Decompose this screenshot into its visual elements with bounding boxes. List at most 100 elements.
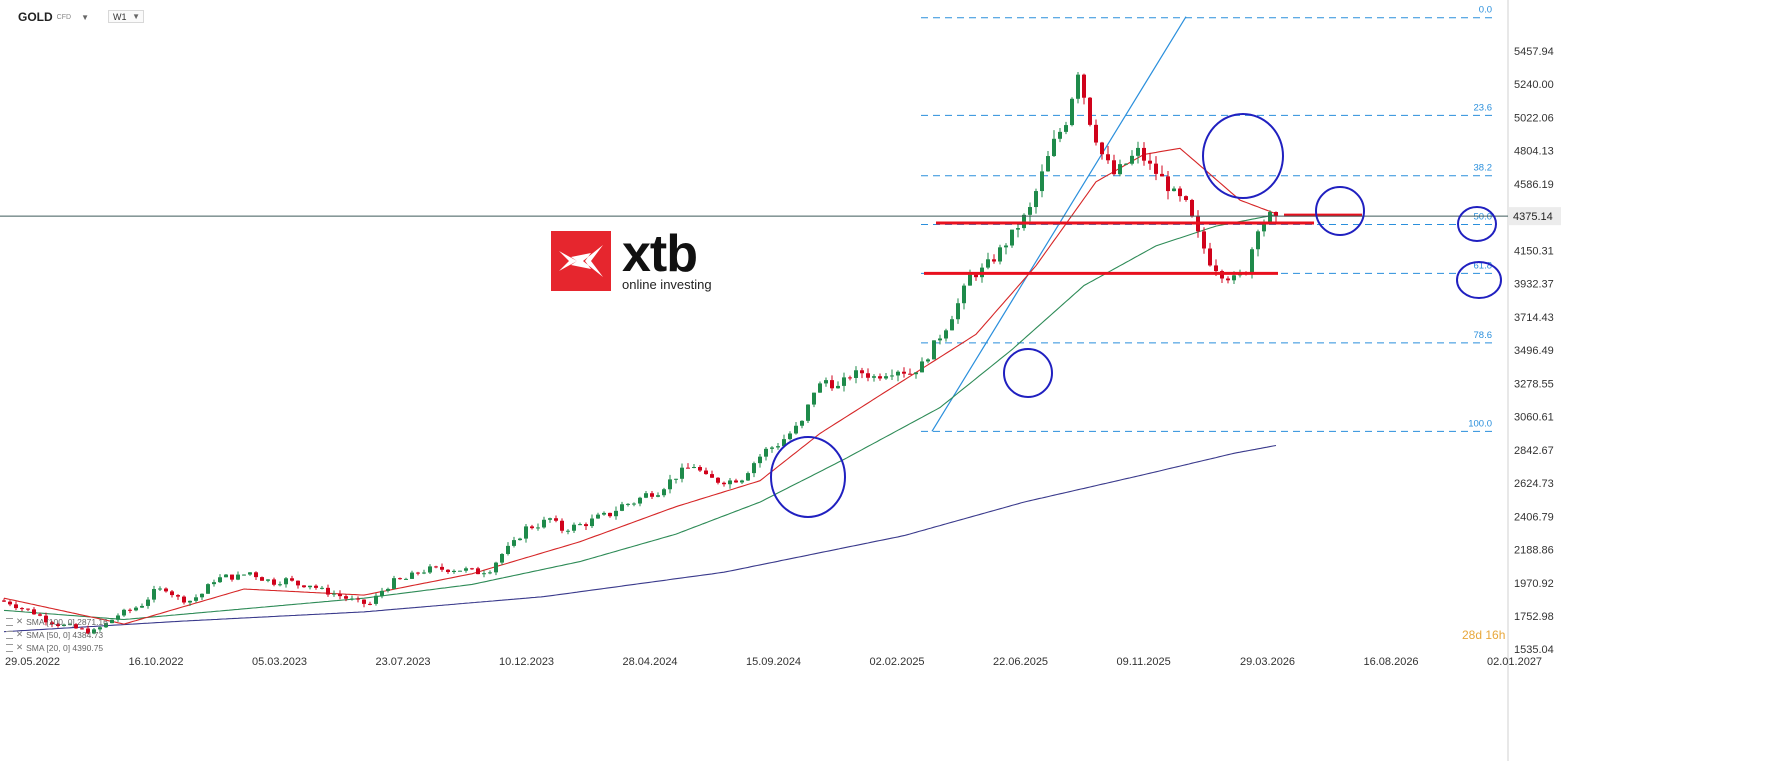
y-tick-label: 5457.94 (1514, 46, 1554, 58)
candle-body (476, 568, 480, 575)
sma-100-line[interactable] (3, 444, 1277, 633)
circle-fib-50[interactable] (1457, 206, 1497, 242)
candle-body (494, 562, 498, 573)
list-icon[interactable] (6, 643, 13, 652)
candle-body (320, 587, 324, 589)
candle-body (158, 588, 162, 590)
candle-body (680, 467, 684, 479)
candle-body (746, 473, 750, 481)
symbol-type: CFD (56, 13, 72, 21)
candle-body (1052, 138, 1056, 157)
xtb-logo: xtb online investing (551, 228, 712, 292)
circle-consolidation-2025[interactable] (1003, 348, 1053, 398)
candle-body (32, 609, 36, 615)
candle-body (794, 425, 798, 434)
current-price-tag (1509, 207, 1561, 226)
candle-body (992, 259, 996, 262)
list-icon[interactable] (6, 630, 13, 639)
circle-consolidation-2024[interactable] (770, 436, 846, 518)
candle-body (470, 568, 474, 570)
sma-50-line[interactable] (3, 214, 1277, 621)
timeframe-select[interactable]: W1 ▼ (108, 10, 144, 23)
candle-body (380, 590, 384, 596)
candle-body (506, 545, 510, 554)
candle-body (890, 375, 894, 377)
candle-body (1082, 74, 1086, 98)
candle-body (548, 518, 552, 520)
candle-body (170, 591, 174, 596)
y-tick-label: 2406.79 (1514, 511, 1554, 523)
candle-body (692, 467, 696, 469)
candle-body (350, 598, 354, 600)
current-price-label: 4375.14 (1513, 211, 1553, 223)
circle-current[interactable] (1315, 186, 1365, 236)
legend-sma-100[interactable]: ✕ SMA [100, 0] 2871.16 (6, 616, 108, 627)
candle-body (50, 622, 54, 625)
candle-body (1022, 214, 1026, 229)
close-icon[interactable]: ✕ (16, 629, 24, 639)
candle-body (1160, 173, 1164, 177)
candle-body (950, 319, 954, 331)
legend-label: SMA [50, 0] 4384.73 (26, 629, 104, 640)
candle-body (1166, 176, 1170, 192)
candle-body (134, 607, 138, 611)
candle-body (842, 377, 846, 386)
x-tick-label: 16.08.2026 (1364, 656, 1419, 668)
candle-body (824, 380, 828, 384)
candle-body (716, 477, 720, 483)
candle-body (440, 566, 444, 570)
candle-body (512, 540, 516, 546)
candle-body (674, 478, 678, 480)
candle-body (698, 467, 702, 471)
legend-sma-50[interactable]: ✕ SMA [50, 0] 4384.73 (6, 629, 103, 640)
candle-body (896, 371, 900, 376)
chevron-down-icon[interactable]: ▼ (132, 12, 140, 21)
candle-body (938, 338, 942, 341)
candle-body (770, 447, 774, 449)
y-tick-label: 1752.98 (1514, 611, 1554, 623)
candle-body (92, 629, 96, 634)
candle-body (332, 593, 336, 595)
fib-level-label: 23.6 (1474, 102, 1493, 113)
candle-body (452, 570, 456, 573)
y-tick-label: 1535.04 (1514, 644, 1554, 656)
candle-body (26, 608, 30, 610)
candle-body (458, 570, 462, 572)
candle-body (734, 480, 738, 483)
close-icon[interactable]: ✕ (16, 642, 24, 652)
chevron-down-icon[interactable]: ▼ (81, 12, 89, 22)
sma-20-line[interactable] (3, 147, 1277, 625)
candle-body (242, 574, 246, 576)
list-icon[interactable] (6, 617, 13, 626)
candle-body (1106, 154, 1110, 161)
candle-body (1202, 231, 1206, 249)
y-tick-label: 5240.00 (1514, 79, 1554, 91)
candle-body (740, 480, 744, 483)
candle-body (578, 524, 582, 526)
candle-body (500, 553, 504, 563)
legend-sma-20[interactable]: ✕ SMA [20, 0] 4390.75 (6, 642, 103, 653)
candle-body (254, 572, 258, 578)
candle-body (278, 584, 282, 586)
candle-body (1130, 155, 1134, 164)
circle-top-2026[interactable] (1202, 113, 1284, 199)
candle-body (554, 518, 558, 521)
candle-body (404, 578, 408, 580)
candle-body (362, 599, 366, 604)
candle-body (590, 518, 594, 527)
x-tick-label: 28.04.2024 (623, 656, 678, 668)
candle-body (722, 482, 726, 485)
candle-body (56, 624, 60, 626)
circle-fib-61-8[interactable] (1456, 261, 1502, 299)
candle-body (44, 615, 48, 623)
symbol-selector[interactable]: GOLD CFD ▼ (18, 8, 89, 26)
candle-body (128, 609, 132, 611)
candle-body (812, 392, 816, 405)
close-icon[interactable]: ✕ (16, 616, 24, 626)
candle-body (392, 578, 396, 589)
candle-body (620, 504, 624, 511)
candle-body (866, 373, 870, 378)
candle-body (632, 503, 636, 505)
candle-body (650, 493, 654, 497)
